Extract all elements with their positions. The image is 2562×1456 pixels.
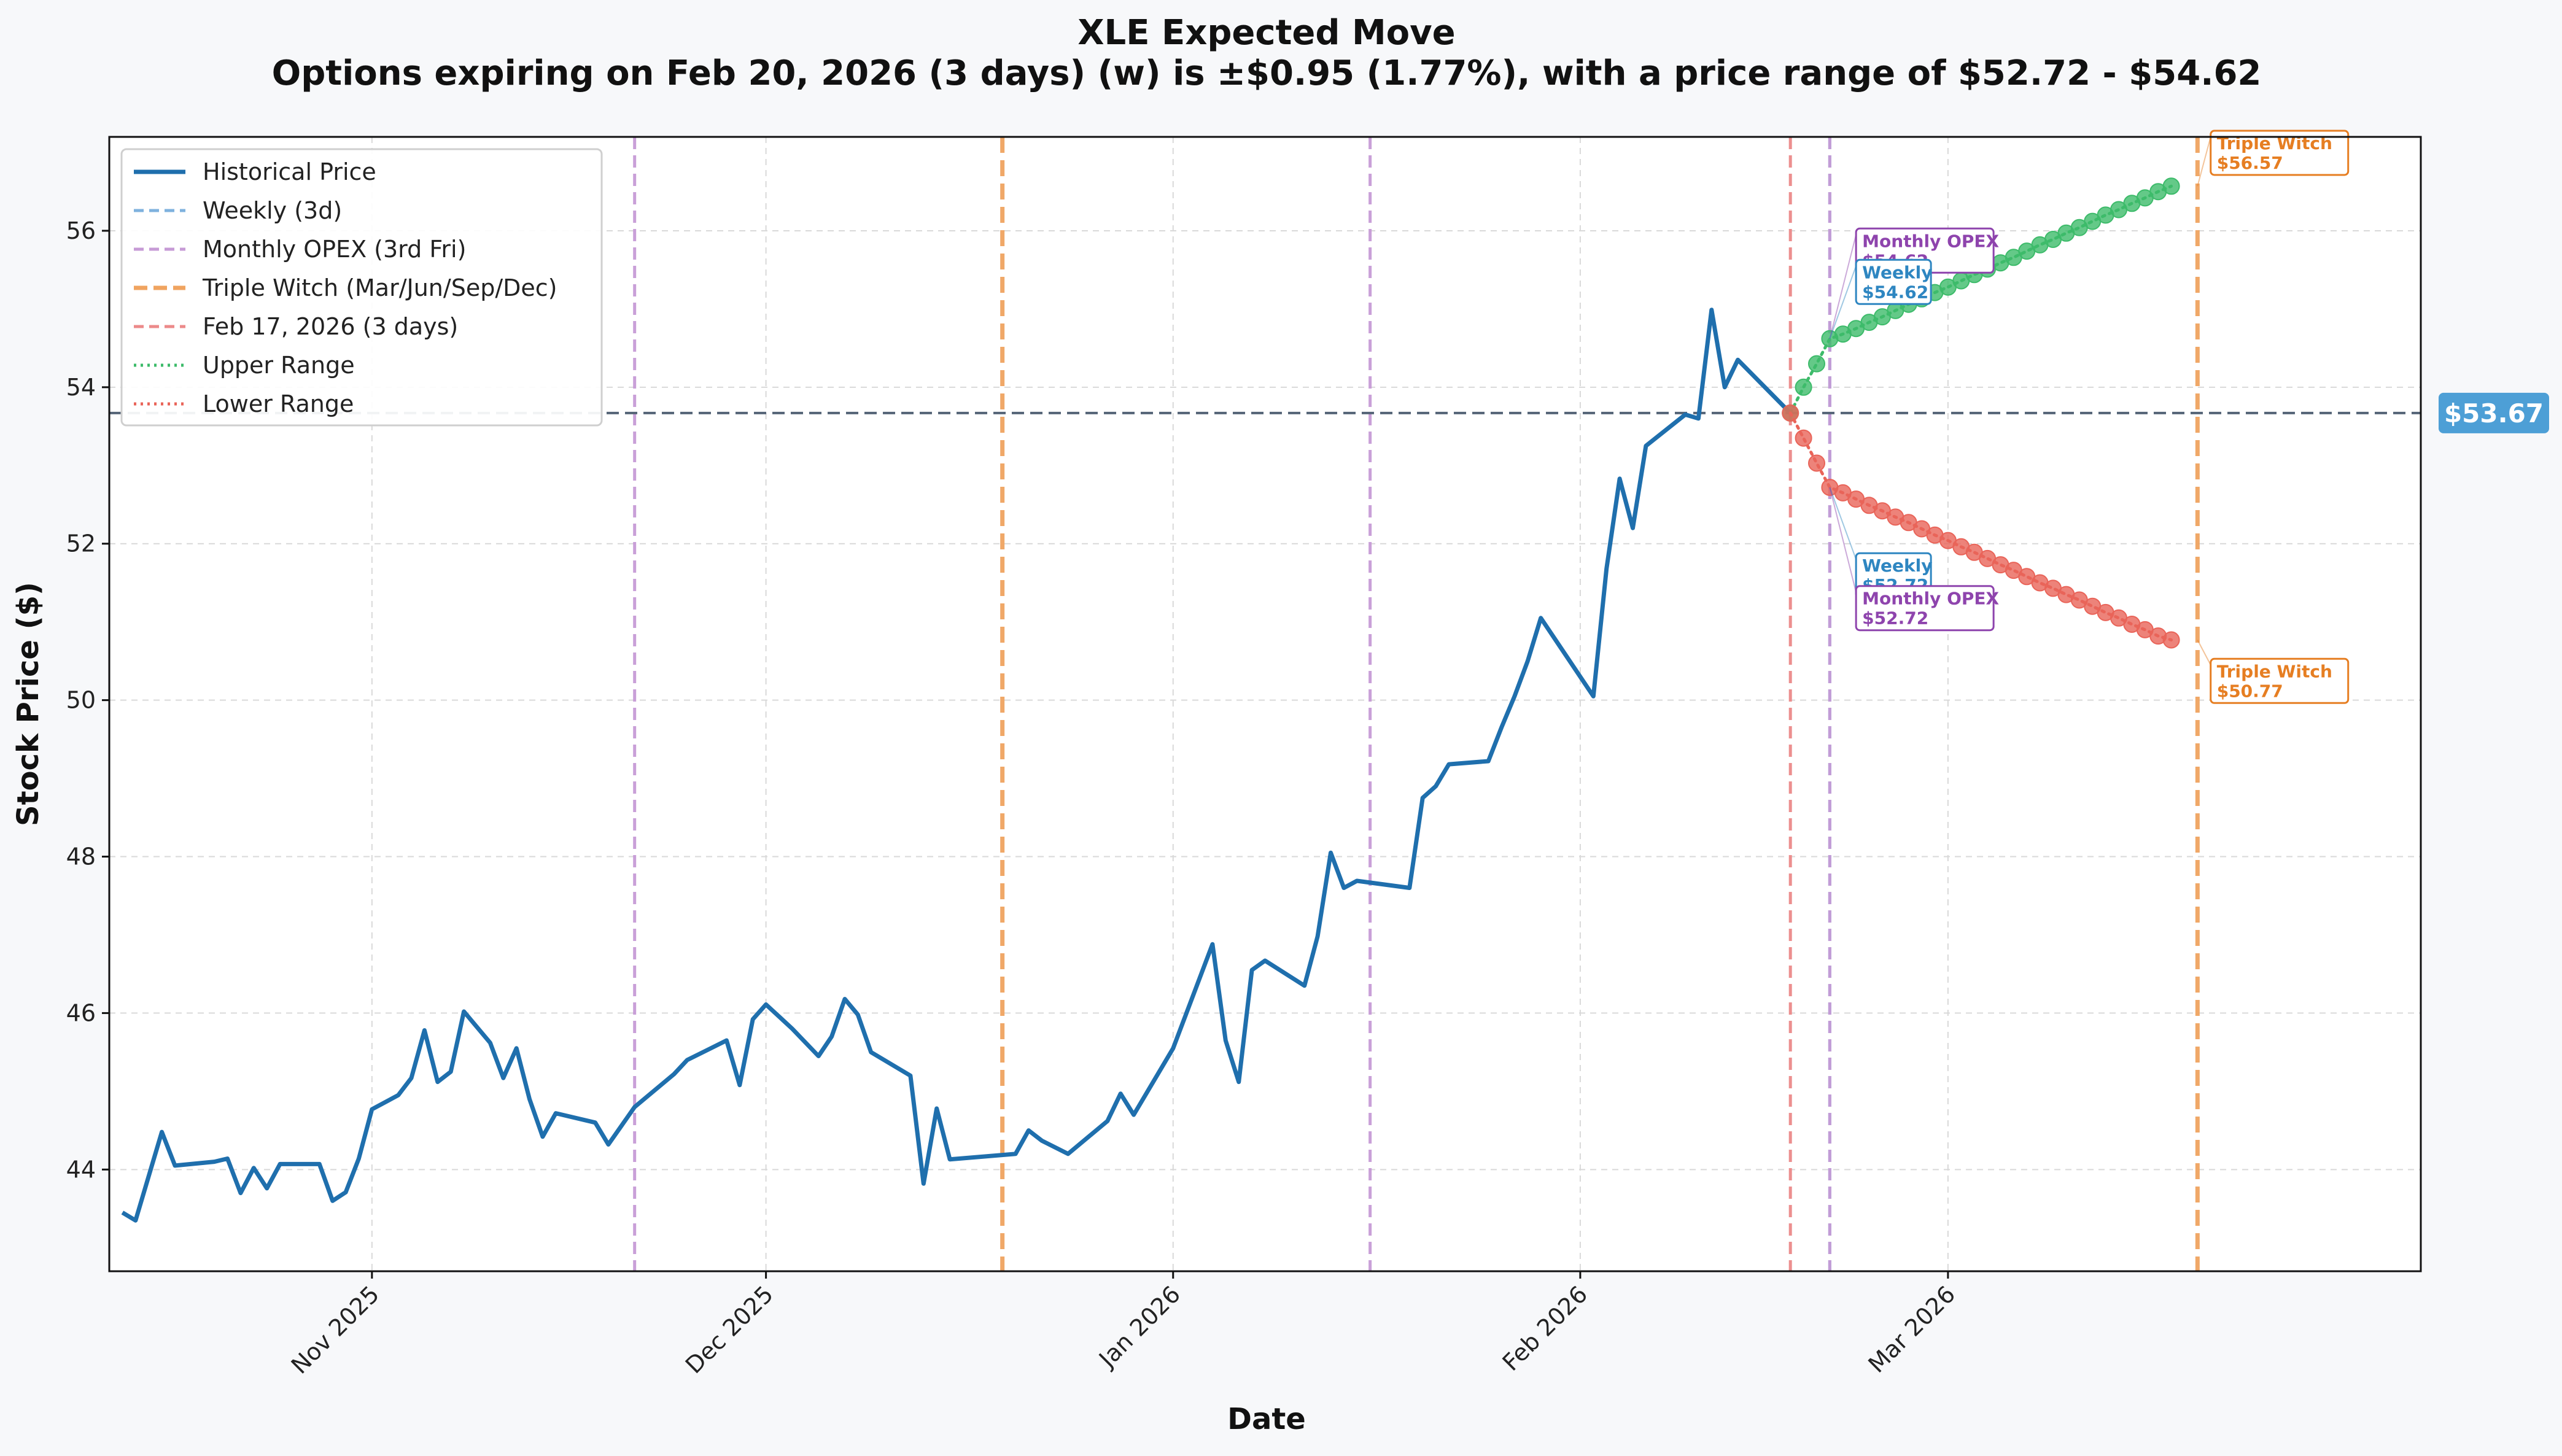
y-tick-label-52: 52 (66, 530, 96, 557)
lower-range-point-0 (1782, 404, 1799, 422)
annotation-box-4 (2210, 130, 2350, 176)
chart-subtitle: Options expiring on Feb 20, 2026 (3 days… (272, 53, 2262, 93)
annotation-title-3: Monthly OPEX (1862, 589, 1999, 609)
annotation-box-5 (2210, 657, 2350, 704)
legend-item-monthly-opex-3rd-fri: Monthly OPEX (3rd Fri) (134, 236, 466, 263)
x-axis-label: Date (1227, 1402, 1306, 1436)
annotation-value-3: $52.72 (1862, 608, 1928, 629)
annotation-title-1: Weekly (1862, 262, 1932, 282)
annotation-title-2: Weekly (1862, 556, 1932, 576)
y-tick-label-54: 54 (66, 374, 96, 401)
series-layer (121, 177, 2180, 1223)
annotation-leader-5 (2197, 640, 2211, 665)
y-axis-label: Stock Price ($) (11, 582, 45, 826)
legend-item-triple-witch-mar-jun-sep-dec: Triple Witch (Mar/Jun/Sep/Dec) (134, 274, 557, 301)
annotation-leader-0 (1829, 234, 1857, 339)
upper-range-point-2 (1808, 355, 1825, 373)
plot-frame (108, 136, 2422, 1272)
current-price-badge-label: $53.67 (2444, 398, 2544, 428)
annotation-weekly-1: Weekly$54.62 (1829, 258, 1932, 339)
legend-item-weekly-3d: Weekly (3d) (134, 197, 342, 224)
lower-range-point-1 (1795, 429, 1812, 447)
annotation-monthly-opex-3: Monthly OPEX$52.72 (1829, 487, 2000, 632)
series-line-historical-price (121, 308, 1792, 1223)
annotation-value-1: $54.62 (1862, 282, 1928, 302)
legend-item-feb-17-2026-3-days: Feb 17, 2026 (3 days) (134, 313, 458, 340)
vertical-lines-layer (633, 137, 2200, 1271)
y-tick-label-44: 44 (66, 1156, 96, 1183)
annotation-title-5: Triple Witch (2217, 661, 2332, 681)
annotation-leader-2 (1829, 487, 1857, 560)
annotation-box-3 (1855, 585, 1995, 632)
annotation-value-5: $50.77 (2217, 681, 2283, 701)
legend-label-triple-witch-mar-jun-sep-dec: Triple Witch (Mar/Jun/Sep/Dec) (202, 274, 557, 301)
legend-item-historical-price: Historical Price (134, 158, 376, 185)
annotation-value-4: $56.57 (2217, 153, 2283, 173)
grid-layer (109, 137, 2421, 1271)
y-tick-label-50: 50 (66, 687, 96, 714)
legend-label-monthly-opex-3rd-fri: Monthly OPEX (3rd Fri) (203, 236, 466, 263)
y-tick-label-48: 48 (66, 843, 96, 870)
legend-label-weekly-3d: Weekly (3d) (203, 197, 342, 224)
annotation-triple-witch-5: Triple Witch$50.77 (2197, 640, 2350, 704)
legend-label-historical-price: Historical Price (203, 158, 376, 185)
lower-range-point-2 (1808, 454, 1825, 472)
annotation-leader-4 (2197, 136, 2211, 187)
annotation-box-1 (1855, 258, 1932, 305)
legend-item-upper-range: Upper Range (134, 352, 355, 379)
annotation-title-0: Monthly OPEX (1862, 231, 1999, 251)
legend-label-upper-range: Upper Range (203, 352, 355, 379)
chart-title: XLE Expected Move (1077, 13, 1455, 53)
legend: Historical Price Weekly (3d) Monthly OPEX … (120, 148, 603, 427)
legend-label-lower-range: Lower Range (203, 390, 354, 417)
annotation-leader-1 (1829, 265, 1857, 339)
legend-item-lower-range: Lower Range (134, 390, 354, 417)
upper-range-point-29 (2162, 177, 2180, 195)
y-tick-label-56: 56 (66, 217, 96, 244)
legend-box (120, 148, 603, 427)
current-price-badge: $53.67 (2439, 392, 2549, 433)
upper-range-point-1 (1795, 378, 1812, 396)
current-price-badge-bg (2439, 392, 2549, 433)
lower-range-point-29 (2162, 631, 2180, 649)
annotation-leader-3 (1829, 487, 1857, 592)
y-tick-label-46: 46 (66, 999, 96, 1026)
legend-label-feb-17-2026-3-days: Feb 17, 2026 (3 days) (203, 313, 458, 340)
